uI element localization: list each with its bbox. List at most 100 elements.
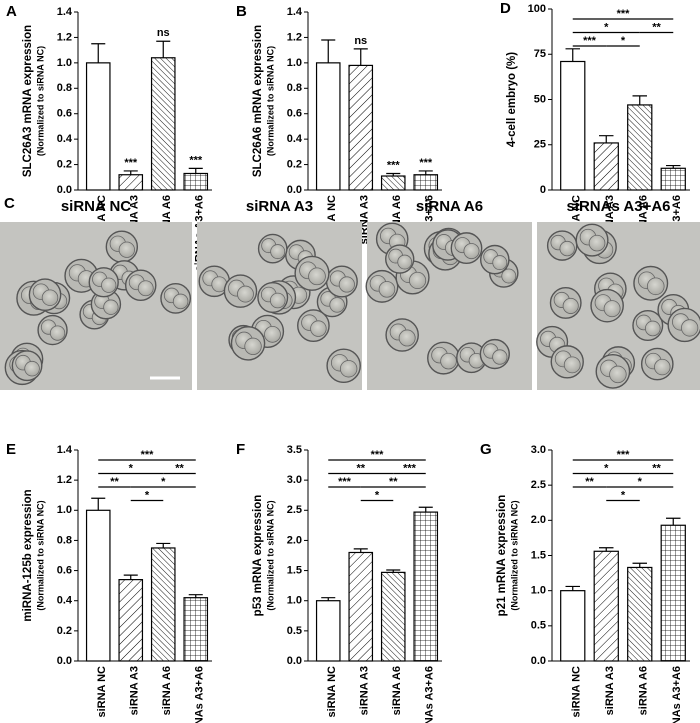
comparison-label: ** xyxy=(389,476,398,488)
blastomere xyxy=(244,337,262,356)
error-bar xyxy=(565,585,580,591)
panel-label: B xyxy=(236,3,247,20)
blastomere xyxy=(492,255,508,271)
y-tick-label: 0.2 xyxy=(57,625,72,637)
bar xyxy=(118,174,144,191)
comparison-label: * xyxy=(375,489,380,501)
error-bar xyxy=(386,569,401,573)
error-bar xyxy=(91,43,106,63)
bar xyxy=(85,62,111,191)
bar xyxy=(413,511,439,662)
y-axis-label: SLC26A3 mRNA expression xyxy=(22,25,34,177)
y-tick-label: 1.0 xyxy=(287,595,302,607)
y-axis-note: (Normalized to siRNA NC) xyxy=(265,46,275,156)
blastomere xyxy=(588,234,606,252)
bar xyxy=(660,167,686,191)
blastomere xyxy=(646,277,665,296)
blastomere xyxy=(680,319,699,337)
error-bar xyxy=(599,547,614,552)
panel-label: F xyxy=(236,441,245,458)
y-tick-label: 2.5 xyxy=(287,504,302,516)
blastomere xyxy=(603,300,621,318)
blastomere xyxy=(49,325,66,341)
blastomere xyxy=(308,267,326,286)
micrograph-title: siRNA NC xyxy=(61,198,131,215)
bar xyxy=(560,60,586,191)
blastomere xyxy=(559,240,575,257)
y-tick-label: 0.4 xyxy=(57,133,73,145)
comparison-label: *** xyxy=(617,449,631,461)
y-tick-label: 3.0 xyxy=(531,444,546,456)
comparison-label: * xyxy=(621,489,626,501)
comparison-label: * xyxy=(604,462,609,474)
significance-label: *** xyxy=(387,159,401,171)
y-tick-label: 0.6 xyxy=(57,108,72,120)
bar xyxy=(85,509,111,662)
y-tick-label: 0.5 xyxy=(531,620,546,632)
comparison-label: *** xyxy=(141,449,155,461)
significance-label: *** xyxy=(419,157,433,169)
bar xyxy=(380,571,406,662)
panel-label: E xyxy=(6,441,16,458)
y-tick-label: 1.0 xyxy=(531,585,546,597)
y-tick-label: 2.0 xyxy=(287,534,302,546)
blastomere xyxy=(408,271,427,290)
error-bar xyxy=(123,574,138,580)
comparison-label: * xyxy=(621,35,626,47)
panel-label: D xyxy=(500,0,511,17)
comparison-label: ** xyxy=(652,462,661,474)
y-tick-label: 100 xyxy=(528,3,546,15)
y-tick-label: 0.6 xyxy=(287,108,302,120)
micrograph xyxy=(0,222,192,390)
x-tick-label: siRNA A6 xyxy=(161,666,173,715)
error-bar xyxy=(188,594,203,598)
bar xyxy=(315,600,341,662)
bar xyxy=(315,62,341,191)
y-tick-label: 0.0 xyxy=(531,655,546,667)
y-tick-label: 1.4 xyxy=(287,6,303,18)
bar xyxy=(627,104,653,191)
error-bar xyxy=(599,135,614,143)
blastomere xyxy=(398,329,416,347)
x-tick-label: siRNA A3 xyxy=(359,666,371,715)
y-tick-label: 0.2 xyxy=(287,158,302,170)
error-bar xyxy=(156,542,171,548)
y-tick-label: 0.0 xyxy=(57,655,72,667)
error-bar xyxy=(321,597,336,601)
error-bar xyxy=(418,170,433,175)
blastomere xyxy=(264,325,281,343)
y-tick-label: 0.8 xyxy=(57,534,72,546)
comparison-label: *** xyxy=(617,8,631,20)
blastomere xyxy=(563,356,581,374)
error-bar xyxy=(632,562,647,568)
y-tick-label: 75 xyxy=(534,48,546,60)
significance-label: *** xyxy=(124,157,138,169)
blastomere xyxy=(501,268,517,284)
error-bar xyxy=(666,517,681,526)
bar xyxy=(348,551,374,662)
comparison-label: * xyxy=(161,476,166,488)
bar xyxy=(560,590,586,662)
comparison-label: * xyxy=(145,489,150,501)
comparison-label: *** xyxy=(583,35,597,47)
blastomere xyxy=(440,352,457,370)
y-axis-label: 4-cell embryo (%) xyxy=(506,52,518,147)
y-tick-label: 25 xyxy=(534,139,546,151)
y-tick-label: 0.8 xyxy=(287,82,302,94)
error-bar xyxy=(156,40,171,58)
blastomere xyxy=(492,349,508,365)
blastomere xyxy=(562,297,579,314)
error-bar xyxy=(565,48,580,62)
micrograph-title: siRNAs A3+A6 xyxy=(566,198,670,215)
comparison-label: *** xyxy=(403,462,417,474)
y-tick-label: 1.2 xyxy=(57,31,72,43)
error-bar xyxy=(353,548,368,553)
y-tick-label: 1.5 xyxy=(287,564,302,576)
error-bar xyxy=(123,170,138,175)
comparison-label: *** xyxy=(338,476,352,488)
x-tick-label: siRNAs A3+A6 xyxy=(194,666,206,723)
blastomere xyxy=(609,365,627,384)
error-bar xyxy=(666,164,681,169)
x-tick-label: siRNAs A3+A6 xyxy=(424,666,436,723)
y-tick-label: 3.5 xyxy=(287,444,302,456)
